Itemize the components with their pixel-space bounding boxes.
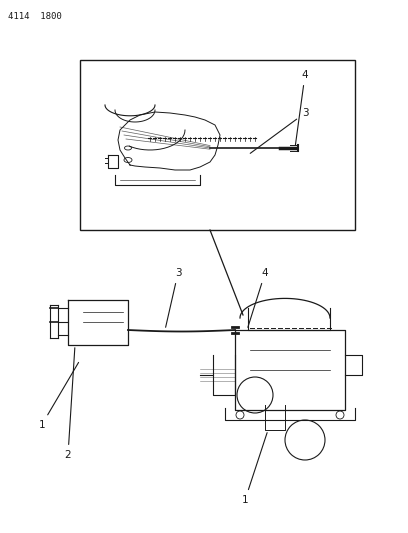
Text: 3: 3 [250, 108, 308, 154]
Text: 1: 1 [38, 362, 79, 430]
Bar [80, 60, 355, 230]
Text: 4114  1800: 4114 1800 [8, 12, 62, 21]
Text: 3: 3 [166, 268, 181, 327]
Text: 1: 1 [242, 433, 267, 505]
Text: 4: 4 [295, 70, 308, 146]
Text: 2: 2 [65, 348, 75, 460]
Text: 4: 4 [248, 268, 268, 327]
